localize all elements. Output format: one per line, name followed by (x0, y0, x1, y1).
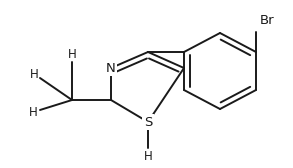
Text: S: S (144, 116, 152, 129)
Text: H: H (30, 68, 39, 80)
Text: N: N (106, 61, 116, 74)
Text: Br: Br (260, 13, 275, 27)
Text: H: H (68, 49, 76, 61)
Text: H: H (29, 106, 38, 119)
Text: H: H (144, 151, 152, 163)
